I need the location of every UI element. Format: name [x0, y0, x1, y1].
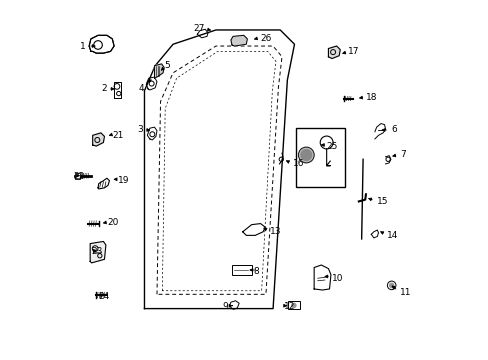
Text: 1: 1: [80, 41, 85, 50]
Polygon shape: [328, 46, 340, 59]
Text: 21: 21: [112, 131, 123, 140]
Text: 23: 23: [91, 247, 102, 256]
Polygon shape: [154, 64, 164, 78]
Text: 17: 17: [347, 47, 359, 56]
Text: 2: 2: [101, 84, 107, 93]
Text: 16: 16: [292, 159, 304, 168]
Bar: [296, 128, 344, 187]
Text: 12: 12: [283, 302, 295, 311]
Text: 27: 27: [193, 24, 205, 33]
Polygon shape: [313, 265, 330, 290]
Text: 20: 20: [107, 219, 118, 228]
Circle shape: [389, 283, 393, 288]
Text: 13: 13: [269, 227, 281, 236]
Polygon shape: [93, 133, 104, 146]
Bar: [75, 173, 80, 179]
Text: 5: 5: [164, 61, 169, 70]
Text: 6: 6: [390, 126, 396, 135]
Text: 11: 11: [399, 288, 410, 297]
Bar: [287, 301, 299, 309]
Text: 7: 7: [399, 150, 405, 159]
Bar: [231, 265, 251, 275]
Text: 9: 9: [222, 302, 228, 311]
Text: 8: 8: [252, 267, 258, 276]
Text: 3: 3: [137, 126, 142, 135]
Polygon shape: [89, 35, 114, 53]
Text: 18: 18: [365, 93, 377, 102]
Text: 25: 25: [326, 141, 337, 150]
Text: 26: 26: [260, 35, 271, 44]
Text: 15: 15: [376, 197, 387, 206]
Circle shape: [300, 150, 311, 160]
Text: 4: 4: [139, 84, 144, 93]
Text: 14: 14: [386, 231, 398, 240]
Polygon shape: [90, 242, 106, 263]
Text: 24: 24: [98, 292, 109, 301]
Circle shape: [298, 147, 313, 163]
Circle shape: [291, 303, 295, 307]
Text: 22: 22: [73, 172, 84, 181]
Text: 19: 19: [118, 176, 129, 185]
Text: 10: 10: [331, 274, 343, 283]
Polygon shape: [98, 178, 109, 189]
Polygon shape: [230, 35, 247, 46]
